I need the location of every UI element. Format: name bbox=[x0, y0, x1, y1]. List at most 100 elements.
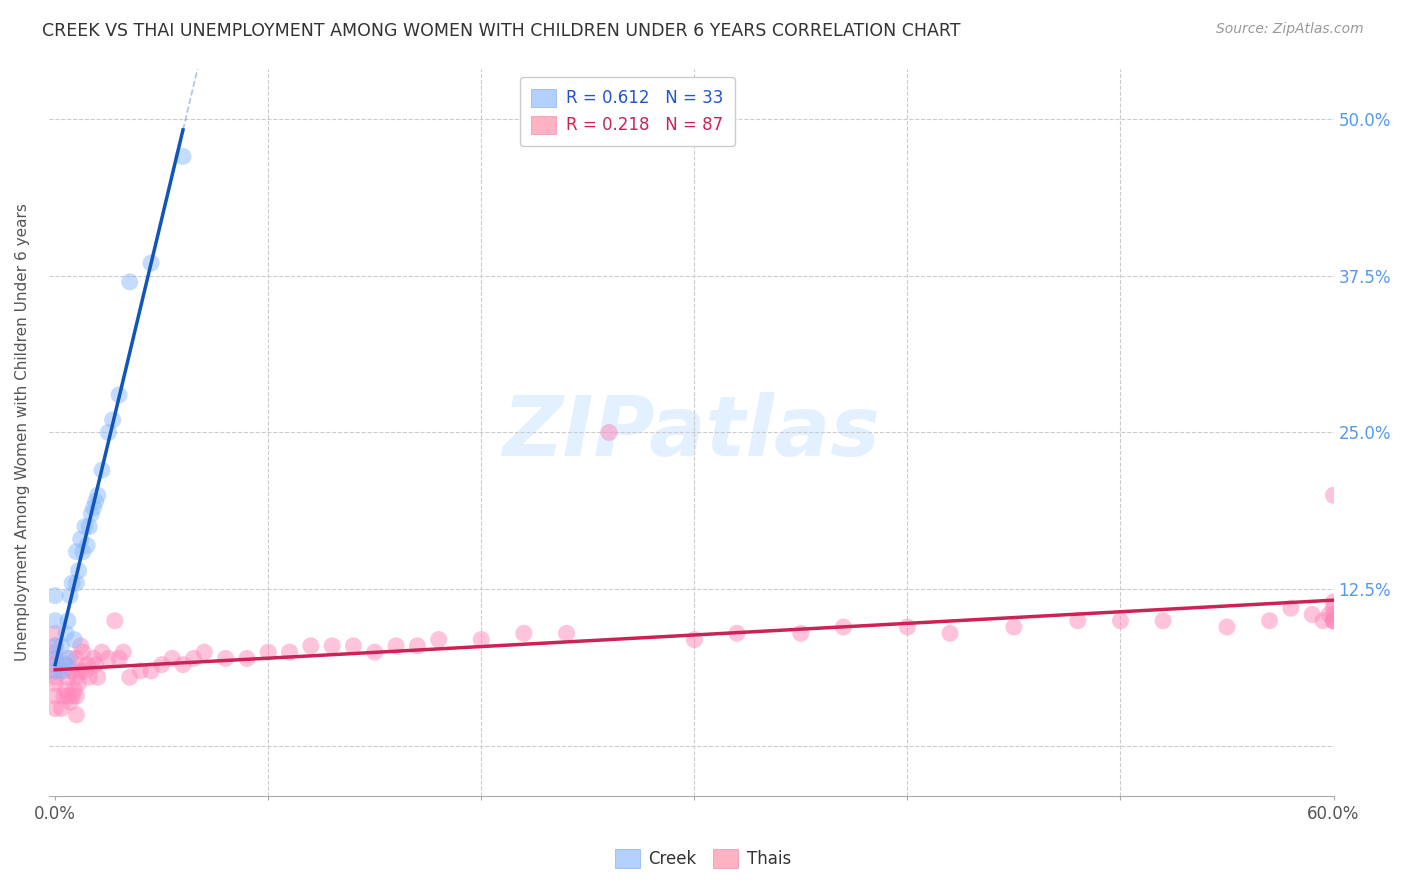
Point bbox=[321, 639, 343, 653]
Point bbox=[44, 614, 66, 628]
Point bbox=[72, 545, 94, 559]
Point bbox=[60, 664, 83, 678]
Legend: Creek, Thais: Creek, Thais bbox=[609, 843, 797, 875]
Point bbox=[65, 689, 87, 703]
Point bbox=[257, 645, 280, 659]
Point bbox=[77, 670, 100, 684]
Point bbox=[108, 388, 131, 402]
Point bbox=[1322, 614, 1344, 628]
Point bbox=[385, 639, 408, 653]
Point bbox=[183, 651, 205, 665]
Point bbox=[1322, 595, 1344, 609]
Point bbox=[832, 620, 855, 634]
Point bbox=[56, 670, 79, 684]
Legend: R = 0.612   N = 33, R = 0.218   N = 87: R = 0.612 N = 33, R = 0.218 N = 87 bbox=[520, 77, 735, 146]
Point bbox=[91, 463, 114, 477]
Point bbox=[236, 651, 259, 665]
Point bbox=[51, 664, 73, 678]
Point bbox=[80, 507, 103, 521]
Point bbox=[513, 626, 536, 640]
Point bbox=[278, 645, 301, 659]
Y-axis label: Unemployment Among Women with Children Under 6 years: Unemployment Among Women with Children U… bbox=[15, 203, 30, 662]
Point bbox=[91, 645, 114, 659]
Point bbox=[1109, 614, 1132, 628]
Point bbox=[1322, 488, 1344, 502]
Point bbox=[1322, 614, 1344, 628]
Point bbox=[44, 645, 66, 659]
Point bbox=[1312, 614, 1334, 628]
Point bbox=[44, 701, 66, 715]
Point bbox=[44, 657, 66, 672]
Point bbox=[60, 576, 83, 591]
Point bbox=[84, 657, 107, 672]
Point bbox=[896, 620, 918, 634]
Point bbox=[44, 589, 66, 603]
Point bbox=[1317, 607, 1340, 622]
Point bbox=[1322, 607, 1344, 622]
Point bbox=[97, 651, 120, 665]
Point bbox=[77, 519, 100, 533]
Point bbox=[59, 589, 82, 603]
Point bbox=[69, 664, 91, 678]
Point bbox=[65, 545, 87, 559]
Point bbox=[172, 149, 194, 163]
Point bbox=[87, 488, 110, 502]
Point bbox=[725, 626, 748, 640]
Point bbox=[150, 657, 173, 672]
Point bbox=[299, 639, 322, 653]
Point bbox=[59, 695, 82, 709]
Point bbox=[1322, 601, 1344, 615]
Point bbox=[52, 689, 75, 703]
Point bbox=[1216, 620, 1239, 634]
Point bbox=[101, 413, 124, 427]
Point bbox=[67, 676, 90, 690]
Point bbox=[87, 670, 110, 684]
Point bbox=[1002, 620, 1025, 634]
Point bbox=[108, 651, 131, 665]
Point bbox=[76, 657, 98, 672]
Point bbox=[44, 651, 66, 665]
Point bbox=[63, 632, 86, 647]
Point bbox=[44, 626, 66, 640]
Point bbox=[65, 670, 87, 684]
Text: ZIPatlas: ZIPatlas bbox=[502, 392, 880, 473]
Point bbox=[555, 626, 578, 640]
Point bbox=[172, 657, 194, 672]
Point bbox=[65, 576, 87, 591]
Point bbox=[55, 657, 77, 672]
Point bbox=[82, 500, 104, 515]
Point bbox=[214, 651, 236, 665]
Point bbox=[683, 632, 706, 647]
Point bbox=[939, 626, 962, 640]
Point bbox=[44, 676, 66, 690]
Point bbox=[44, 664, 66, 678]
Point bbox=[118, 670, 141, 684]
Point bbox=[44, 651, 66, 665]
Point bbox=[139, 256, 162, 270]
Point bbox=[1301, 607, 1323, 622]
Point bbox=[44, 670, 66, 684]
Point bbox=[59, 651, 82, 665]
Point bbox=[65, 707, 87, 722]
Point bbox=[56, 614, 79, 628]
Point bbox=[52, 664, 75, 678]
Point bbox=[82, 651, 104, 665]
Point bbox=[51, 639, 73, 653]
Point bbox=[427, 632, 450, 647]
Point bbox=[1322, 614, 1344, 628]
Point bbox=[1067, 614, 1090, 628]
Point bbox=[118, 275, 141, 289]
Point bbox=[97, 425, 120, 440]
Point bbox=[67, 564, 90, 578]
Point bbox=[44, 639, 66, 653]
Point bbox=[1258, 614, 1281, 628]
Point bbox=[69, 532, 91, 546]
Point bbox=[162, 651, 184, 665]
Point bbox=[406, 639, 429, 653]
Point bbox=[56, 689, 79, 703]
Point bbox=[60, 689, 83, 703]
Point bbox=[112, 645, 135, 659]
Point bbox=[139, 664, 162, 678]
Point bbox=[73, 664, 96, 678]
Text: Source: ZipAtlas.com: Source: ZipAtlas.com bbox=[1216, 22, 1364, 37]
